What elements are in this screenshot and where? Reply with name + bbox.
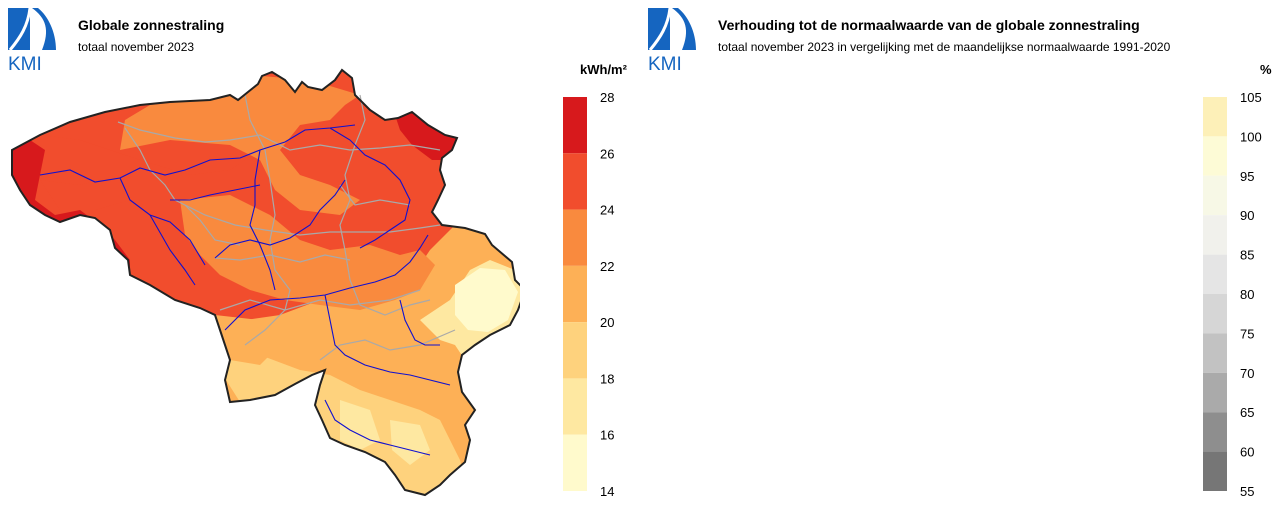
legend-tick-label: 85 xyxy=(1240,248,1254,263)
legend-tick-label: 60 xyxy=(1240,445,1254,460)
legend-tick-label: 80 xyxy=(1240,287,1254,302)
legend-tick-label: 26 xyxy=(600,146,614,161)
radiation-map xyxy=(11,69,520,496)
rivers xyxy=(39,124,451,456)
legend-swatch xyxy=(563,97,587,154)
legend-unit: kWh/m² xyxy=(580,62,627,77)
legend-tick-label: 22 xyxy=(600,259,614,274)
legend-tick-label: 95 xyxy=(1240,169,1254,184)
legend-swatch xyxy=(563,322,587,379)
legend-swatch xyxy=(1203,215,1227,255)
legend-swatch xyxy=(1203,333,1227,373)
map-subtitle: totaal november 2023 in vergelijking met… xyxy=(718,40,1171,54)
legend-swatch xyxy=(1203,254,1227,294)
legend-swatch xyxy=(1203,372,1227,413)
province-borders xyxy=(117,94,456,361)
legend-tick-label: 24 xyxy=(600,203,614,218)
svg-text:KMI: KMI xyxy=(8,54,42,74)
legend-tick-label: 28 xyxy=(600,90,614,105)
kmi-logo: KMI xyxy=(648,7,696,74)
legend-tick-label: 100 xyxy=(1240,129,1262,144)
legend-tick-label: 75 xyxy=(1240,326,1254,341)
ratio-panel: KMI Verhouding tot de normaalwaarde van … xyxy=(640,0,1280,507)
kmi-logo: KMI xyxy=(8,7,56,74)
legend-tick-label: 20 xyxy=(600,315,614,330)
ratio-map xyxy=(640,60,1180,507)
legend-swatch xyxy=(1203,294,1227,334)
legend-tick-label: 65 xyxy=(1240,405,1254,420)
legend-unit: % xyxy=(1260,62,1272,77)
legend-tick-label: 18 xyxy=(600,371,614,386)
legend-swatch xyxy=(1203,136,1227,176)
legend-swatch xyxy=(563,378,587,435)
legend-swatch xyxy=(1203,451,1227,491)
legend-tick-label: 70 xyxy=(1240,366,1254,381)
legend-swatch xyxy=(563,209,587,266)
legend-swatch xyxy=(1203,97,1227,137)
legend-swatch xyxy=(1203,412,1227,452)
svg-text:KMI: KMI xyxy=(648,54,682,74)
legend-tick-label: 55 xyxy=(1240,484,1254,499)
map-title: Verhouding tot de normaalwaarde van de g… xyxy=(718,17,1140,33)
legend-tick-label: 90 xyxy=(1240,208,1254,223)
legend-swatch xyxy=(563,265,587,323)
legend-swatch xyxy=(563,434,587,491)
legend-tick-label: 105 xyxy=(1240,90,1262,105)
legend-swatch xyxy=(563,153,587,210)
map-subtitle: totaal november 2023 xyxy=(78,40,195,54)
radiation-panel: KMI Globale zonnestraling totaal novembe… xyxy=(8,7,627,499)
legend-tick-label: 16 xyxy=(600,428,614,443)
legend-swatch xyxy=(1203,175,1227,216)
legend-tick-label: 14 xyxy=(600,484,614,499)
map-title: Globale zonnestraling xyxy=(78,17,225,33)
